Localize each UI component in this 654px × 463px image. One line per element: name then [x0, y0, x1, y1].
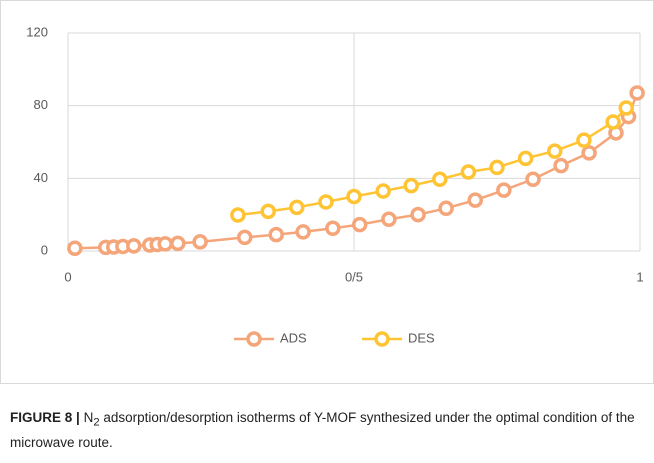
x-tick-label: 0/5 — [345, 269, 363, 284]
y-tick-label: 40 — [34, 170, 48, 185]
y-tick-label: 80 — [34, 97, 48, 112]
data-point — [170, 235, 186, 252]
caption-label: FIGURE 8 | — [10, 410, 80, 425]
data-point — [295, 224, 311, 240]
data-point — [230, 207, 246, 223]
legend-label: DES — [408, 330, 435, 345]
data-point — [346, 188, 362, 205]
data-point — [467, 192, 484, 208]
data-point — [629, 85, 645, 101]
data-point — [157, 236, 173, 252]
data-point — [268, 226, 284, 243]
data-point — [517, 150, 534, 167]
data-point — [289, 199, 305, 216]
chart: 0 40 80 120 0 0/5 1 ADS DES — [0, 0, 654, 384]
data-point — [547, 143, 563, 159]
data-point — [381, 211, 397, 227]
data-point — [410, 206, 426, 223]
data-point — [438, 200, 454, 217]
data-point — [576, 132, 592, 148]
data-point — [496, 182, 512, 198]
x-tick-label: 0 — [64, 269, 71, 284]
legend-label: ADS — [280, 330, 307, 345]
data-point — [460, 164, 477, 180]
data-point — [581, 145, 597, 161]
y-tick-label: 0 — [41, 242, 48, 257]
data-point — [618, 100, 635, 116]
legend-marker — [374, 331, 390, 347]
data-point — [260, 203, 276, 220]
data-point — [126, 238, 142, 254]
data-point — [325, 220, 341, 237]
data-point — [351, 216, 368, 233]
data-point — [525, 171, 541, 187]
x-tick-label: 1 — [636, 269, 643, 284]
data-point — [403, 177, 419, 194]
data-point — [553, 157, 569, 174]
caption-subscript: 2 — [93, 416, 100, 429]
y-tick-label: 120 — [26, 24, 48, 39]
data-point — [375, 183, 391, 199]
legend-marker — [246, 331, 262, 347]
data-point — [236, 229, 253, 246]
data-point — [67, 240, 83, 257]
chart-frame — [0, 0, 654, 384]
data-point — [318, 194, 334, 210]
data-point — [489, 159, 505, 176]
caption: FIGURE 8 | N2 adsorption/desorption isot… — [10, 408, 644, 453]
data-point — [605, 114, 621, 130]
caption-text: adsorption/desorption isotherms of Y-MOF… — [10, 410, 635, 450]
data-point — [192, 234, 208, 250]
data-point — [432, 171, 448, 187]
caption-text: N — [83, 410, 94, 425]
